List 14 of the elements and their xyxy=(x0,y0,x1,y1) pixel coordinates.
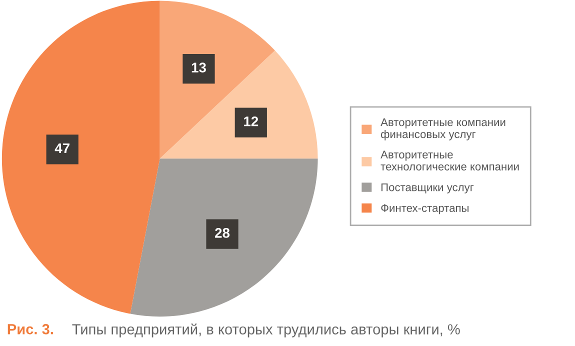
text: Рис. 3. xyxy=(8,324,53,334)
data-label: 13 xyxy=(192,62,206,73)
pie-slice xyxy=(160,50,318,159)
pie-slice xyxy=(130,158,318,317)
pie-slice xyxy=(2,0,160,314)
legend-label: Авторитетные компании финансовых услуг xyxy=(380,118,506,140)
pie-slice xyxy=(160,0,275,159)
data-label: 28 xyxy=(215,228,230,238)
legend-label: Авторитетные технологические компании xyxy=(380,150,519,170)
legend-label: Финтех-стартапы xyxy=(381,204,468,214)
data-label: 47 xyxy=(54,143,70,154)
data-label: 12 xyxy=(244,116,258,126)
legend-label: Поставщики услуг xyxy=(381,183,474,194)
text: Типы предприятий, в которых трудились авторы книги, % xyxy=(72,324,460,338)
